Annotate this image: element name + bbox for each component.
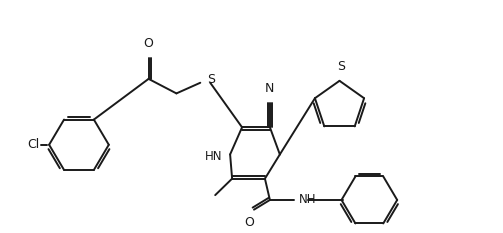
Text: Cl: Cl (27, 138, 39, 151)
Text: N: N (265, 82, 275, 95)
Text: O: O (144, 37, 153, 50)
Text: NH: NH (299, 193, 316, 206)
Text: HN: HN (205, 150, 222, 163)
Text: S: S (338, 60, 346, 73)
Text: O: O (244, 216, 254, 230)
Text: S: S (207, 73, 215, 86)
